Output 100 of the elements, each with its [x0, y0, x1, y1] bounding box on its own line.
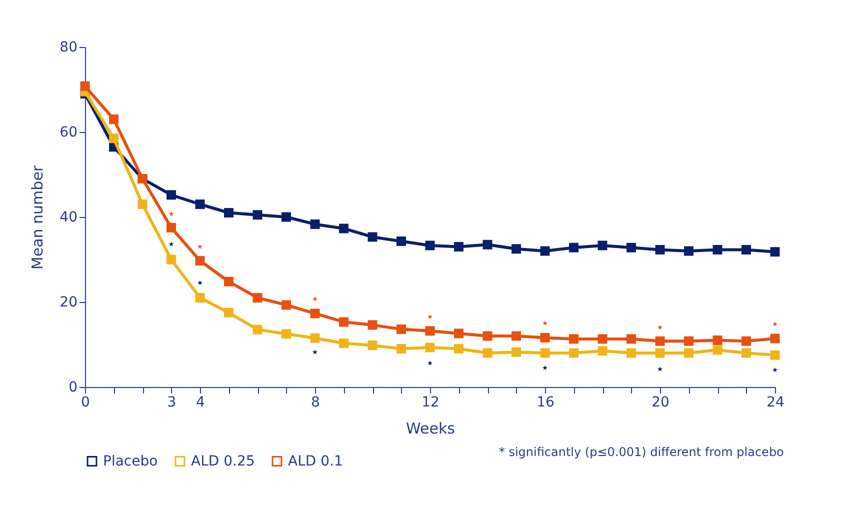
- point: [339, 338, 348, 348]
- point: [282, 329, 291, 339]
- point: [252, 210, 262, 220]
- point: [770, 334, 780, 344]
- y-tick-label: 60: [60, 124, 78, 140]
- point: [626, 334, 636, 344]
- point: [542, 320, 548, 326]
- text: * significantly (p≤0.001) different from placebo: [498, 445, 784, 459]
- point: [427, 314, 433, 320]
- point: [540, 332, 550, 342]
- point: [396, 236, 406, 246]
- point: [195, 256, 205, 266]
- point: [569, 334, 578, 344]
- point: [626, 348, 636, 358]
- point: [396, 324, 406, 334]
- point: [138, 200, 148, 209]
- point: [282, 212, 291, 222]
- point: [512, 331, 521, 341]
- point: [427, 360, 433, 366]
- x-tick-label: 3: [167, 394, 176, 410]
- x-tick-label: 24: [766, 394, 784, 410]
- point: [168, 211, 174, 216]
- point: [339, 317, 348, 327]
- point: [252, 324, 262, 334]
- point: [425, 240, 435, 250]
- point: [224, 208, 234, 218]
- y-tick-label: 80: [60, 40, 78, 56]
- point: [712, 345, 722, 355]
- legend-label: ALD 0.25: [191, 453, 255, 470]
- point: [482, 240, 492, 250]
- point: [195, 293, 205, 302]
- point: [542, 365, 548, 370]
- point: [742, 244, 751, 254]
- point: [772, 321, 778, 326]
- point: [166, 190, 176, 200]
- point: [197, 280, 203, 286]
- x-axis-title: Weeks: [406, 420, 456, 438]
- point: [166, 254, 176, 264]
- point: [368, 340, 378, 350]
- point: [310, 333, 320, 343]
- point: [657, 324, 663, 330]
- point: [684, 246, 694, 256]
- point: [168, 242, 174, 246]
- y-axis-title: Mean number: [28, 164, 47, 270]
- point: [655, 348, 665, 358]
- x-tick-label: 8: [311, 394, 320, 410]
- point: [482, 331, 492, 341]
- legend-label: ALD 0.1: [288, 453, 343, 470]
- x-tick-label: 4: [196, 394, 206, 410]
- point: [598, 346, 608, 356]
- point: [109, 114, 118, 124]
- point: [310, 219, 320, 229]
- point: [770, 247, 780, 257]
- point: [224, 308, 234, 318]
- point: [454, 328, 464, 338]
- point: [197, 244, 203, 249]
- point: [109, 134, 118, 144]
- point: [684, 336, 694, 346]
- x-tick-label: 20: [652, 394, 670, 410]
- y-tick-label: 0: [68, 380, 78, 396]
- point: [512, 244, 521, 254]
- point: [310, 308, 320, 318]
- point: [712, 244, 722, 254]
- point: [425, 342, 435, 352]
- x-tick-label: 0: [81, 394, 90, 410]
- point: [657, 366, 663, 372]
- point: [684, 348, 694, 358]
- x-tick-label: 16: [536, 394, 554, 410]
- point: [655, 244, 665, 254]
- point: [166, 222, 176, 232]
- y-tick-label: 40: [60, 210, 78, 226]
- point: [569, 348, 578, 358]
- point: [742, 348, 751, 358]
- y-tick-label: 20: [60, 294, 78, 310]
- point: [454, 242, 464, 252]
- point: [425, 326, 435, 336]
- point: [252, 293, 262, 302]
- x-tick-label: 12: [422, 394, 440, 410]
- point: [772, 367, 778, 372]
- point: [396, 344, 406, 354]
- point: [224, 276, 234, 286]
- point: [598, 240, 608, 250]
- point: [454, 344, 464, 354]
- point: [742, 336, 751, 346]
- point: [195, 200, 205, 209]
- point: [540, 246, 550, 256]
- point: [512, 347, 521, 357]
- point: [598, 334, 608, 344]
- point: [655, 336, 665, 346]
- point: [770, 350, 780, 360]
- point: [368, 320, 378, 330]
- point: [569, 242, 578, 252]
- legend-label: Placebo: [103, 453, 158, 470]
- point: [482, 348, 492, 358]
- point: [540, 348, 550, 358]
- point: [712, 336, 722, 345]
- point: [312, 350, 318, 354]
- point: [80, 81, 90, 91]
- point: [282, 300, 291, 310]
- point: [312, 296, 318, 302]
